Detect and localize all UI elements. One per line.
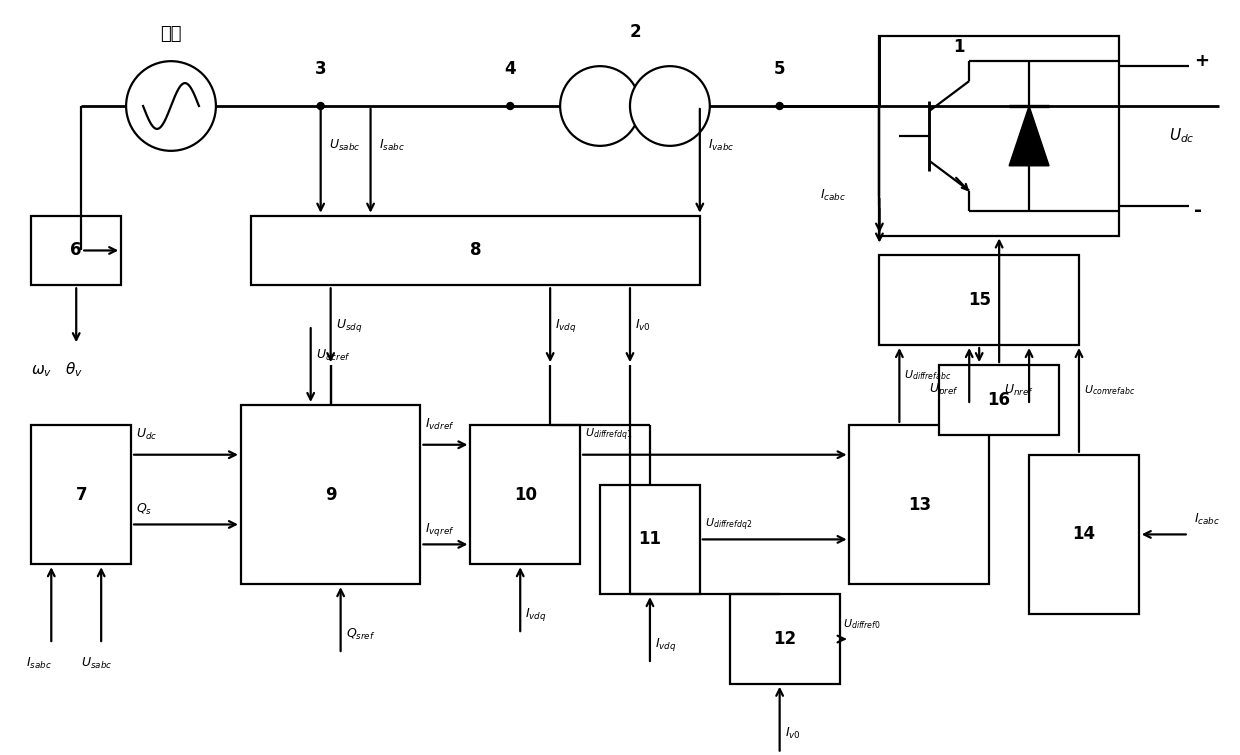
Text: $U_{diffrefdq1}$: $U_{diffrefdq1}$ (585, 427, 632, 443)
Text: 6: 6 (71, 242, 82, 260)
Circle shape (317, 103, 324, 109)
Text: $I_{cabc}$: $I_{cabc}$ (1194, 512, 1220, 527)
Text: 9: 9 (325, 485, 336, 504)
Text: $Q_{sref}$: $Q_{sref}$ (346, 627, 376, 642)
Text: 14: 14 (1073, 525, 1095, 544)
Text: $I_{vdq}$: $I_{vdq}$ (526, 606, 547, 623)
Text: 2: 2 (629, 23, 641, 42)
Bar (31, 216, 122, 285)
Polygon shape (1009, 106, 1049, 166)
Text: $U_{nref}$: $U_{nref}$ (1004, 382, 1034, 397)
Text: -: - (1194, 201, 1202, 220)
Bar (849, 425, 990, 584)
Text: 15: 15 (967, 291, 991, 310)
Text: 7: 7 (76, 485, 87, 504)
Text: 16: 16 (987, 391, 1011, 409)
Bar (470, 425, 580, 564)
Text: $U_{dcref}$: $U_{dcref}$ (316, 347, 351, 362)
Bar (939, 365, 1059, 435)
Text: $I_{vdref}$: $I_{vdref}$ (425, 418, 455, 433)
Text: +: + (1194, 52, 1209, 70)
Text: 13: 13 (908, 495, 931, 513)
Text: $U_{dc}$: $U_{dc}$ (136, 427, 157, 442)
Circle shape (630, 66, 709, 146)
Text: 12: 12 (773, 630, 796, 648)
Circle shape (507, 103, 513, 109)
Circle shape (126, 61, 216, 151)
Bar (600, 485, 699, 594)
Text: 4: 4 (505, 60, 516, 78)
Text: $I_{sabc}$: $I_{sabc}$ (26, 656, 52, 671)
Text: $U_{diffrefdq2}$: $U_{diffrefdq2}$ (704, 516, 753, 533)
Text: 5: 5 (774, 60, 785, 78)
Text: $I_{v0}$: $I_{v0}$ (785, 726, 801, 741)
Text: $I_{cabc}$: $I_{cabc}$ (820, 188, 846, 203)
Text: $I_{vqref}$: $I_{vqref}$ (425, 521, 455, 538)
Text: $I_{vdq}$: $I_{vdq}$ (556, 316, 577, 334)
Text: $I_{vabc}$: $I_{vabc}$ (708, 138, 734, 153)
Text: $U_{sabc}$: $U_{sabc}$ (81, 656, 113, 671)
Text: $U_{pref}$: $U_{pref}$ (929, 381, 960, 399)
Text: $\omega_v\quad\theta_v$: $\omega_v\quad\theta_v$ (31, 361, 83, 379)
Text: $U_{diffref0}$: $U_{diffref0}$ (842, 617, 880, 631)
Text: $U_{sdq}$: $U_{sdq}$ (336, 316, 362, 334)
Bar (879, 255, 1079, 345)
Bar (250, 216, 699, 285)
Bar (241, 405, 420, 584)
Text: $I_{v0}$: $I_{v0}$ (635, 318, 651, 333)
Text: $U_{dc}$: $U_{dc}$ (1169, 127, 1194, 145)
Text: $U_{diffrefabc}$: $U_{diffrefabc}$ (904, 368, 952, 382)
Text: 1: 1 (954, 39, 965, 56)
Bar (730, 594, 839, 684)
Text: 电网: 电网 (160, 25, 182, 43)
Text: 10: 10 (513, 485, 537, 504)
Circle shape (776, 103, 784, 109)
Bar (879, 36, 1118, 236)
Text: $Q_s$: $Q_s$ (136, 502, 153, 517)
Text: $U_{sabc}$: $U_{sabc}$ (329, 138, 360, 153)
Text: $I_{vdq}$: $I_{vdq}$ (655, 636, 677, 652)
Circle shape (560, 66, 640, 146)
Bar (31, 425, 131, 564)
Bar (1029, 455, 1138, 614)
Text: 3: 3 (315, 60, 326, 78)
Text: $I_{sabc}$: $I_{sabc}$ (378, 138, 404, 153)
Text: 11: 11 (639, 531, 661, 548)
Text: 8: 8 (470, 242, 481, 260)
Text: $U_{comrefabc}$: $U_{comrefabc}$ (1084, 383, 1136, 397)
